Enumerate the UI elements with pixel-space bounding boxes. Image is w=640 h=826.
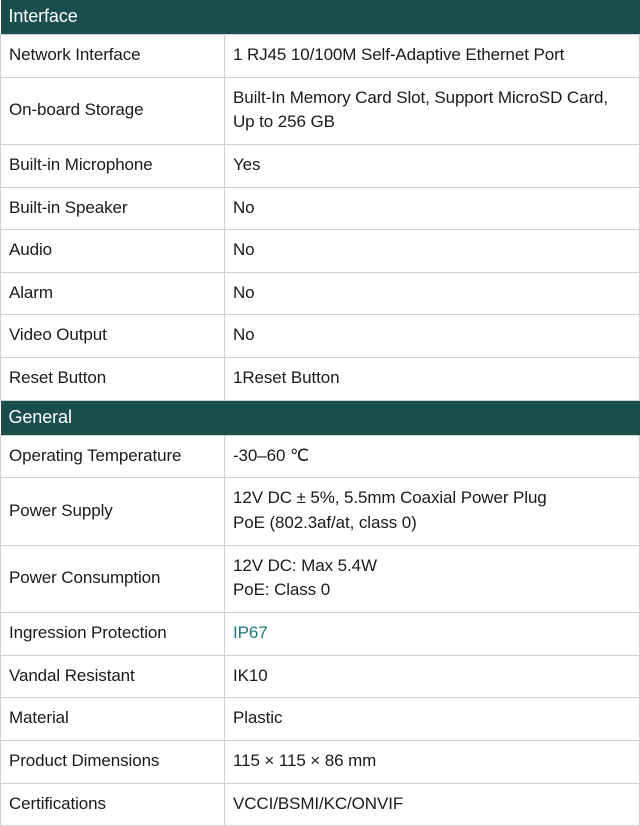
spec-value[interactable]: IP67: [225, 612, 640, 655]
spec-value: No: [225, 315, 640, 358]
spec-label: Operating Temperature: [1, 435, 225, 478]
section-header: Interface: [1, 0, 640, 35]
spec-row: Reset Button1Reset Button: [1, 358, 640, 401]
spec-label: Ingression Protection: [1, 612, 225, 655]
spec-label: Vandal Resistant: [1, 655, 225, 698]
spec-label: Audio: [1, 230, 225, 273]
spec-value: No: [225, 187, 640, 230]
spec-label: Reset Button: [1, 358, 225, 401]
spec-row: Video OutputNo: [1, 315, 640, 358]
section-title: Interface: [1, 0, 640, 35]
spec-label: Material: [1, 698, 225, 741]
spec-row: Power Supply12V DC ± 5%, 5.5mm Coaxial P…: [1, 478, 640, 545]
spec-label: Network Interface: [1, 35, 225, 78]
spec-value: -30–60 ℃: [225, 435, 640, 478]
spec-label: Video Output: [1, 315, 225, 358]
spec-row: Built-in MicrophoneYes: [1, 144, 640, 187]
spec-value: No: [225, 230, 640, 273]
spec-row: On-board StorageBuilt-In Memory Card Slo…: [1, 77, 640, 144]
spec-value: Yes: [225, 144, 640, 187]
spec-label: Built-in Speaker: [1, 187, 225, 230]
spec-value: Built-In Memory Card Slot, Support Micro…: [225, 77, 640, 144]
spec-row: Network Interface1 RJ45 10/100M Self-Ada…: [1, 35, 640, 78]
spec-row: Power Consumption12V DC: Max 5.4WPoE: Cl…: [1, 545, 640, 612]
spec-row: Built-in SpeakerNo: [1, 187, 640, 230]
spec-row: Ingression ProtectionIP67: [1, 612, 640, 655]
spec-label: Product Dimensions: [1, 740, 225, 783]
spec-label: Built-in Microphone: [1, 144, 225, 187]
spec-value: 115 × 115 × 86 mm: [225, 740, 640, 783]
section-title: General: [1, 400, 640, 435]
spec-row: Vandal ResistantIK10: [1, 655, 640, 698]
spec-row: AlarmNo: [1, 272, 640, 315]
spec-label: Power Supply: [1, 478, 225, 545]
spec-value: No: [225, 272, 640, 315]
spec-value: 12V DC ± 5%, 5.5mm Coaxial Power PlugPoE…: [225, 478, 640, 545]
spec-row: Operating Temperature-30–60 ℃: [1, 435, 640, 478]
spec-row: CertificationsVCCI/BSMI/KC/ONVIF: [1, 783, 640, 826]
spec-row: MaterialPlastic: [1, 698, 640, 741]
spec-value: Plastic: [225, 698, 640, 741]
spec-row: AudioNo: [1, 230, 640, 273]
spec-label: Certifications: [1, 783, 225, 826]
spec-value: IK10: [225, 655, 640, 698]
spec-row: Product Dimensions115 × 115 × 86 mm: [1, 740, 640, 783]
spec-label: Alarm: [1, 272, 225, 315]
spec-value: 1Reset Button: [225, 358, 640, 401]
section-header: General: [1, 400, 640, 435]
spec-value: VCCI/BSMI/KC/ONVIF: [225, 783, 640, 826]
spec-table: InterfaceNetwork Interface1 RJ45 10/100M…: [0, 0, 640, 826]
spec-value: 1 RJ45 10/100M Self-Adaptive Ethernet Po…: [225, 35, 640, 78]
spec-label: On-board Storage: [1, 77, 225, 144]
spec-value: 12V DC: Max 5.4WPoE: Class 0: [225, 545, 640, 612]
spec-label: Power Consumption: [1, 545, 225, 612]
